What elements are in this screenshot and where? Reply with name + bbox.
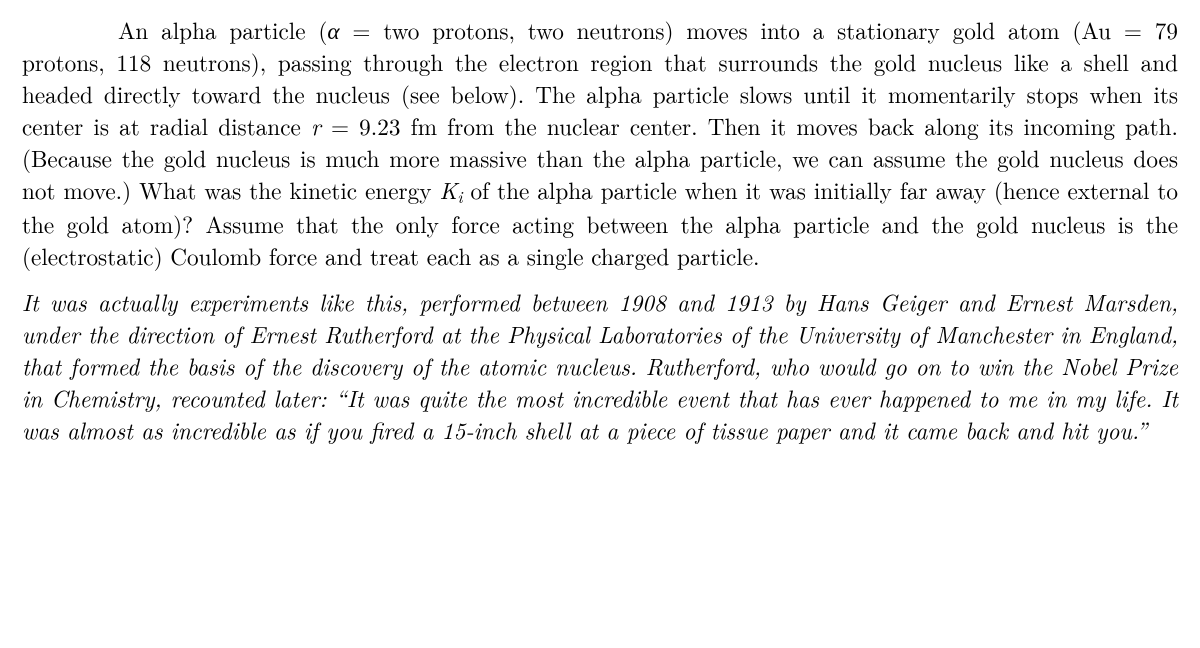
problem-paragraph: An alpha particle (α = two protons, two … <box>22 14 1178 272</box>
problem-text-1: An alpha particle ( <box>118 13 327 46</box>
r-variable: r <box>311 109 321 142</box>
k-variable: K <box>439 173 457 206</box>
k-subscript: i <box>457 184 462 208</box>
alpha-symbol: α <box>327 13 339 46</box>
page: An alpha particle (α = two protons, two … <box>0 0 1200 648</box>
history-paragraph: It was actually experiments like this, p… <box>22 286 1178 446</box>
